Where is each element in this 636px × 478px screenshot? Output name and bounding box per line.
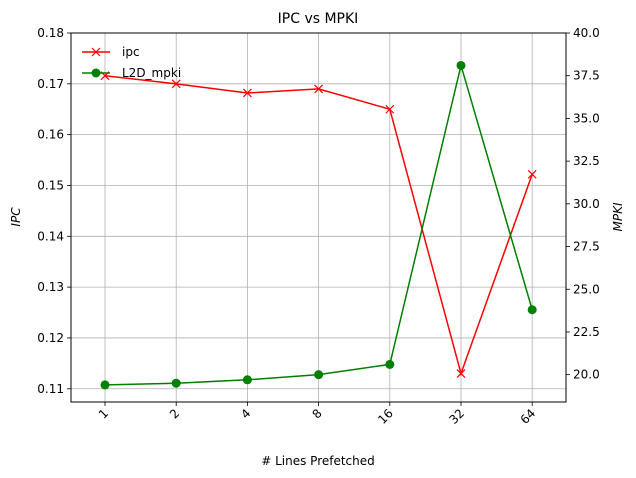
legend-x-marker xyxy=(91,47,101,57)
legend: ipc L2D_mpki xyxy=(82,45,181,80)
grid xyxy=(71,32,566,402)
l2d-mpki-point xyxy=(242,375,252,385)
x-axis: 1 2 4 8 16 32 64 xyxy=(96,402,539,427)
l2d-mpki-point xyxy=(171,378,181,388)
y-right-tick-label: 30.0 xyxy=(573,197,600,211)
chart-title: IPC vs MPKI xyxy=(278,11,359,27)
legend-label: L2D_mpki xyxy=(122,66,181,80)
l2d-mpki-point xyxy=(100,380,110,390)
l2d-mpki-point xyxy=(385,359,395,369)
l2d-mpki-point xyxy=(527,305,537,315)
series-layer xyxy=(100,60,537,390)
y-axis-left: 0.11 0.12 0.13 0.14 0.15 0.16 0.17 0.18 xyxy=(37,26,71,396)
x-marker-stroke xyxy=(385,104,395,114)
y-axis-right-label: MPKI xyxy=(611,202,625,231)
x-tick-label: 16 xyxy=(375,406,396,427)
legend-o-marker xyxy=(91,68,101,78)
legend-label: ipc xyxy=(122,45,140,59)
x-axis-label: # Lines Prefetched xyxy=(261,454,375,468)
y-left-tick-label: 0.17 xyxy=(37,77,64,91)
legend-item-ipc: ipc xyxy=(82,45,140,59)
x-tick-label: 32 xyxy=(446,406,467,427)
y-axis-right: 20.0 22.5 25.0 27.5 30.0 32.5 35.0 37.5 40.0 xyxy=(566,26,600,382)
y-left-tick-label: 0.13 xyxy=(37,280,64,294)
x-marker-stroke xyxy=(456,369,466,378)
y-left-tick-label: 0.18 xyxy=(37,26,64,40)
x-tick-label: 8 xyxy=(309,406,324,421)
y-right-tick-label: 27.5 xyxy=(573,240,600,254)
y-left-tick-label: 0.16 xyxy=(37,128,64,142)
y-axis-left-label: IPC xyxy=(9,207,23,227)
ipc-point xyxy=(456,369,466,378)
x-tick-label: 4 xyxy=(238,406,253,421)
x-marker-stroke xyxy=(527,169,537,179)
x-marker-stroke xyxy=(242,88,252,98)
ipc-point xyxy=(527,169,537,179)
ipc-point xyxy=(242,88,252,98)
x-marker-stroke xyxy=(171,79,181,89)
l2d-mpki-point xyxy=(314,370,324,380)
ipc-point xyxy=(314,84,324,94)
x-tick-label: 2 xyxy=(167,406,182,421)
y-right-tick-label: 35.0 xyxy=(573,111,600,125)
x-tick-label: 64 xyxy=(518,406,539,427)
y-right-tick-label: 37.5 xyxy=(573,69,600,83)
y-left-tick-label: 0.12 xyxy=(37,331,64,345)
legend-item-l2d-mpki: L2D_mpki xyxy=(82,66,181,80)
y-left-tick-label: 0.11 xyxy=(37,382,64,396)
y-right-tick-label: 40.0 xyxy=(573,26,600,40)
y-right-tick-label: 20.0 xyxy=(573,368,600,382)
x-marker-stroke xyxy=(314,84,324,94)
y-right-tick-label: 32.5 xyxy=(573,154,600,168)
y-left-tick-label: 0.14 xyxy=(37,229,64,243)
y-right-tick-label: 22.5 xyxy=(573,325,600,339)
ipc-point xyxy=(385,104,395,114)
y-left-tick-label: 0.15 xyxy=(37,178,64,192)
l2d-mpki-point xyxy=(456,60,466,70)
x-tick-label: 1 xyxy=(96,406,111,421)
ipc-point xyxy=(171,79,181,89)
y-right-tick-label: 25.0 xyxy=(573,282,600,296)
